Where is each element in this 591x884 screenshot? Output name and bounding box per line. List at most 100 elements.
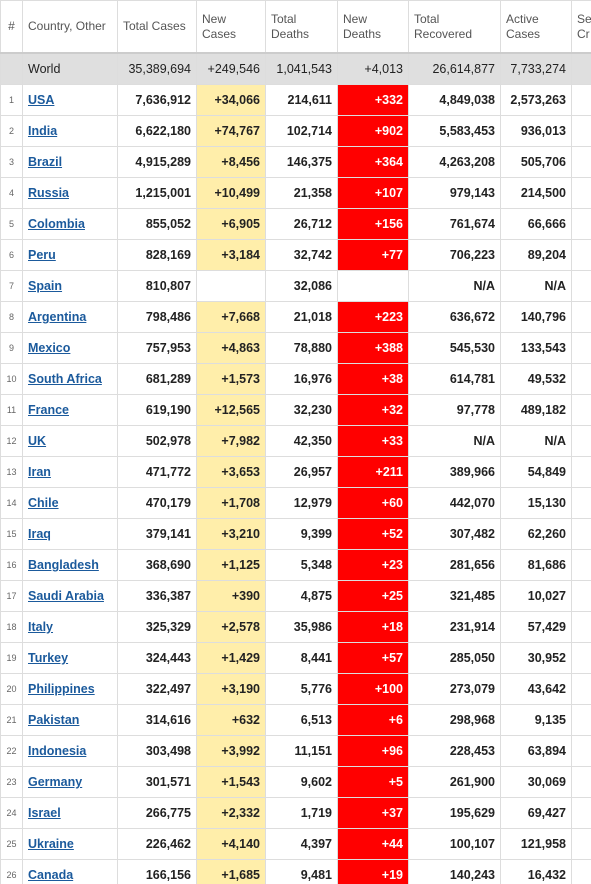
serious-cell — [571, 84, 591, 116]
total-deaths-cell: 32,230 — [265, 394, 338, 426]
country-link[interactable]: Spain — [28, 279, 63, 293]
country-link[interactable]: Brazil — [28, 155, 63, 169]
country-link[interactable]: Israel — [28, 806, 61, 820]
active-cases-cell: 69,427 — [500, 797, 572, 829]
column-header[interactable]: Total Recovered — [408, 0, 501, 54]
new-cases-cell: +249,546 — [196, 52, 266, 85]
serious-cell — [571, 270, 591, 302]
country-link[interactable]: Philippines — [28, 682, 95, 696]
column-header[interactable]: New Cases — [196, 0, 266, 54]
new-cases-cell: +8,456 — [196, 146, 266, 178]
country-link[interactable]: South Africa — [28, 372, 102, 386]
country-cell: Bangladesh — [22, 549, 118, 581]
country-link[interactable]: USA — [28, 93, 55, 107]
column-header[interactable]: # — [0, 0, 23, 54]
column-header[interactable]: Total Deaths — [265, 0, 338, 54]
country-cell: Peru — [22, 239, 118, 271]
serious-cell — [571, 828, 591, 860]
country-cell: USA — [22, 84, 118, 116]
new-cases-cell: +6,905 — [196, 208, 266, 240]
total-recovered-cell: 195,629 — [408, 797, 501, 829]
column-header[interactable]: Country, Other — [22, 0, 118, 54]
new-deaths-cell: +107 — [337, 177, 409, 209]
total-recovered-cell: 298,968 — [408, 704, 501, 736]
country-cell: Iraq — [22, 518, 118, 550]
active-cases-cell: N/A — [500, 270, 572, 302]
new-deaths-cell: +332 — [337, 84, 409, 116]
active-cases-cell: 214,500 — [500, 177, 572, 209]
total-deaths-cell: 32,742 — [265, 239, 338, 271]
active-cases-cell: 63,894 — [500, 735, 572, 767]
active-cases-cell: 7,733,274 — [500, 52, 572, 85]
total-deaths-cell: 32,086 — [265, 270, 338, 302]
country-link[interactable]: Pakistan — [28, 713, 80, 727]
column-header[interactable]: Active Cases — [500, 0, 572, 54]
country-link[interactable]: Iran — [28, 465, 51, 479]
total-deaths-cell: 8,441 — [265, 642, 338, 674]
country-link[interactable]: Bangladesh — [28, 558, 99, 572]
new-cases-cell: +1,125 — [196, 549, 266, 581]
new-deaths-cell: +77 — [337, 239, 409, 271]
total-cases-cell: 166,156 — [117, 859, 197, 884]
country-link[interactable]: Ukraine — [28, 837, 74, 851]
new-cases-cell: +3,190 — [196, 673, 266, 705]
country-link[interactable]: Colombia — [28, 217, 85, 231]
country-cell: Argentina — [22, 301, 118, 333]
new-cases-cell: +3,653 — [196, 456, 266, 488]
country-link[interactable]: Argentina — [28, 310, 87, 324]
country-link[interactable]: Canada — [28, 868, 74, 882]
country-link[interactable]: Peru — [28, 248, 56, 262]
serious-cell — [571, 425, 591, 457]
active-cases-cell: N/A — [500, 425, 572, 457]
total-cases-cell: 266,775 — [117, 797, 197, 829]
total-recovered-cell: 261,900 — [408, 766, 501, 798]
new-deaths-cell — [337, 270, 409, 302]
new-deaths-cell: +60 — [337, 487, 409, 519]
country-link[interactable]: Turkey — [28, 651, 69, 665]
total-cases-cell: 798,486 — [117, 301, 197, 333]
table-row: 11 France 619,190 +12,565 32,230 +32 97,778 489… — [0, 394, 591, 426]
country-link[interactable]: Russia — [28, 186, 69, 200]
country-link[interactable]: India — [28, 124, 58, 138]
new-cases-cell: +1,573 — [196, 363, 266, 395]
total-recovered-cell: 307,482 — [408, 518, 501, 550]
serious-cell — [571, 394, 591, 426]
active-cases-cell: 505,706 — [500, 146, 572, 178]
serious-cell — [571, 766, 591, 798]
country-link[interactable]: Indonesia — [28, 744, 87, 758]
serious-cell — [571, 239, 591, 271]
new-cases-cell: +1,708 — [196, 487, 266, 519]
country-link[interactable]: Saudi Arabia — [28, 589, 104, 603]
row-number-cell: 14 — [0, 487, 23, 519]
column-header[interactable]: Total Cases — [117, 0, 197, 54]
country-link[interactable]: Chile — [28, 496, 59, 510]
column-header[interactable]: New Deaths — [337, 0, 409, 54]
new-cases-cell: +1,685 — [196, 859, 266, 884]
country-link[interactable]: Germany — [28, 775, 83, 789]
total-cases-cell: 368,690 — [117, 549, 197, 581]
country-link[interactable]: Mexico — [28, 341, 71, 355]
active-cases-cell: 121,958 — [500, 828, 572, 860]
country-link[interactable]: UK — [28, 434, 47, 448]
row-number-cell — [0, 52, 23, 85]
table-body: World 35,389,694 +249,546 1,041,543 +4,013 26… — [0, 52, 591, 884]
row-number-cell: 23 — [0, 766, 23, 798]
total-deaths-cell: 1,719 — [265, 797, 338, 829]
total-cases-cell: 336,387 — [117, 580, 197, 612]
row-number-cell: 12 — [0, 425, 23, 457]
total-cases-cell: 6,622,180 — [117, 115, 197, 147]
country-link[interactable]: France — [28, 403, 69, 417]
country-link[interactable]: Iraq — [28, 527, 51, 541]
country-cell: India — [22, 115, 118, 147]
table-row: 25 Ukraine 226,462 +4,140 4,397 +44 100,107 121… — [0, 828, 591, 860]
new-cases-cell: +7,982 — [196, 425, 266, 457]
column-header[interactable]: Se Cr — [571, 0, 591, 54]
country-link[interactable]: Italy — [28, 620, 54, 634]
active-cases-cell: 66,666 — [500, 208, 572, 240]
country-cell: Philippines — [22, 673, 118, 705]
table-row: 9 Mexico 757,953 +4,863 78,880 +388 545,530 133… — [0, 332, 591, 364]
active-cases-cell: 30,069 — [500, 766, 572, 798]
serious-cell — [571, 797, 591, 829]
new-cases-cell: +12,565 — [196, 394, 266, 426]
